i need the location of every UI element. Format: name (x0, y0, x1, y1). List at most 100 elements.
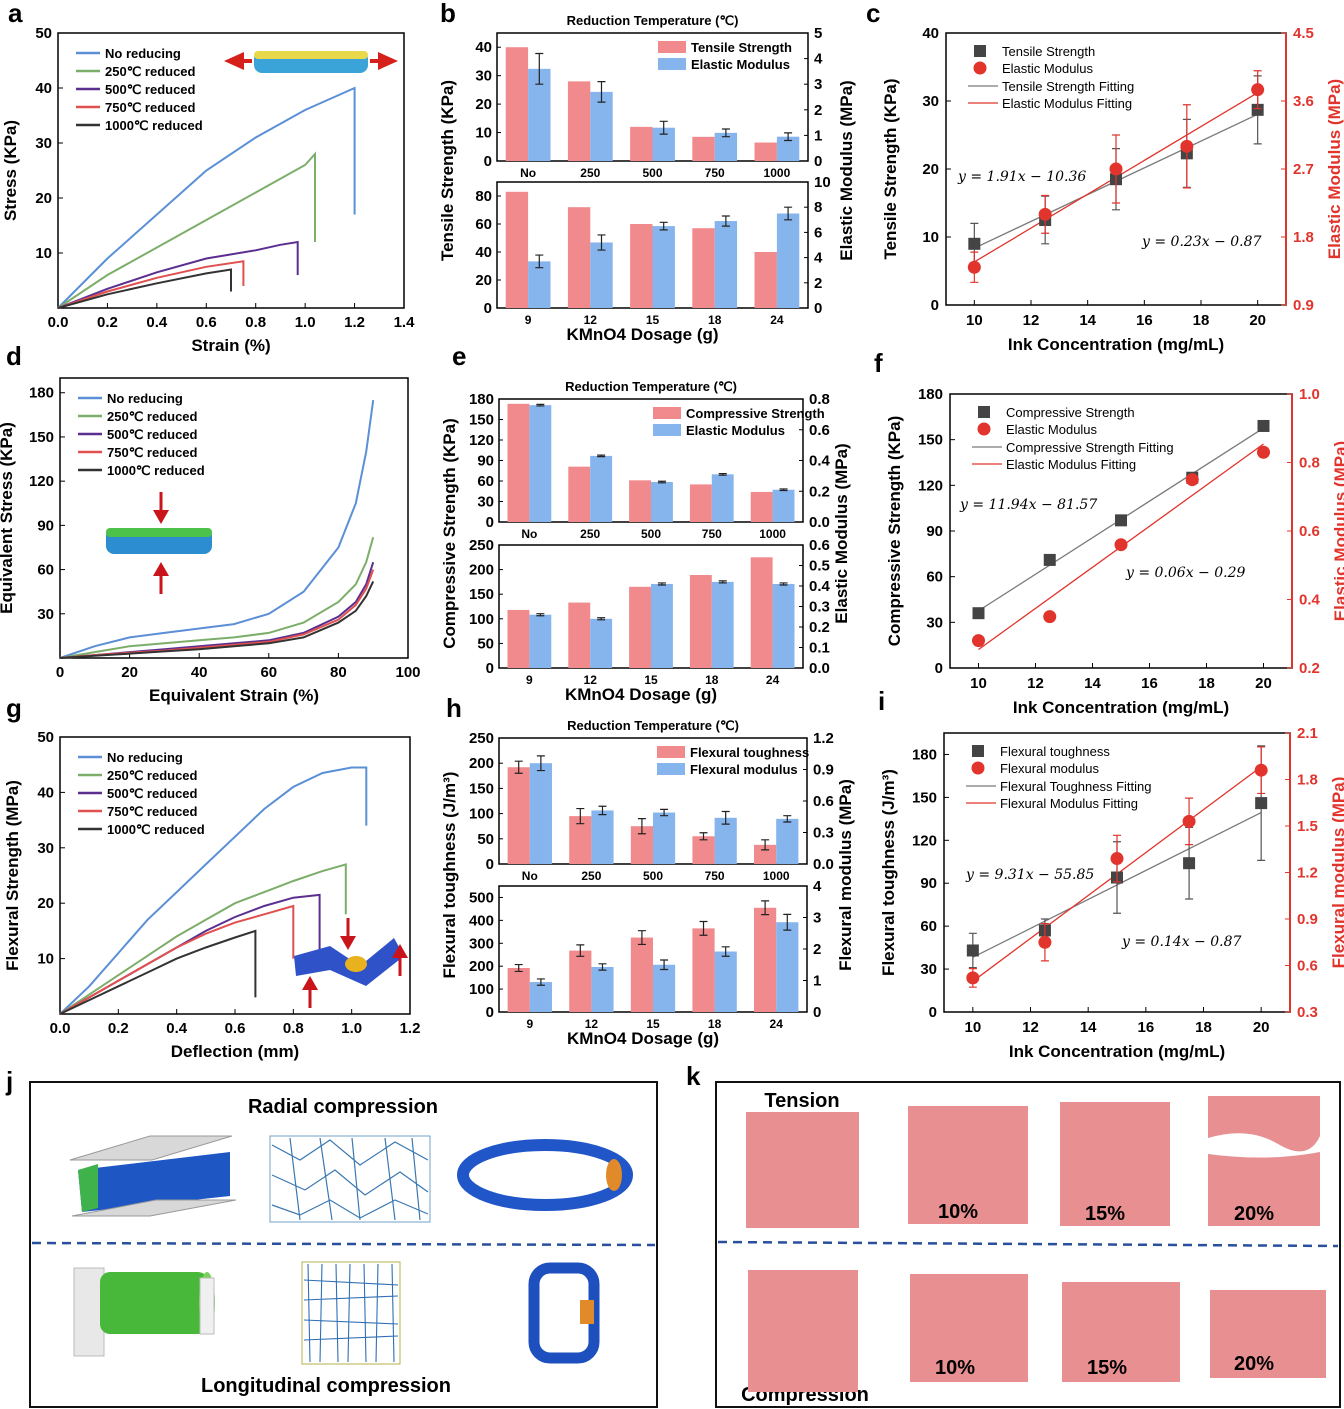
bar-right (776, 136, 800, 161)
y2-tick-label: 0.0 (809, 660, 830, 677)
y2-tick-label: 0.0 (813, 856, 834, 873)
data-point-circle (1038, 207, 1052, 221)
y-tick-label: 90 (37, 517, 54, 534)
x-axis-label: Ink Concentration (mg/mL) (1013, 698, 1229, 717)
y-tick-label: 60 (477, 473, 494, 490)
y2-tick-label: 1.8 (1297, 772, 1318, 789)
bar-left (507, 609, 530, 668)
bar-left (754, 844, 777, 864)
y-tick-label: 150 (469, 412, 494, 429)
data-point-square (1255, 797, 1268, 810)
bar-left (567, 81, 591, 161)
bend-stress-spot (345, 956, 367, 972)
error-bar (598, 963, 607, 971)
data-point-square (966, 944, 979, 957)
y2-tick-label: 4 (814, 250, 823, 267)
y2-tick-label: 1 (814, 127, 822, 144)
panel-i: i 10 12 14 16 18 20 0 30 60 90 120 150 180 0.3 0.6 0.9 1.… (878, 686, 1344, 1061)
y-tick-label: 180 (918, 386, 943, 403)
error-bar (718, 580, 727, 584)
bar-left (630, 224, 653, 308)
data-point-circle (1110, 852, 1124, 866)
y-tick-label: 20 (475, 272, 492, 289)
tension-sample (1060, 1102, 1170, 1226)
up-arrow-icon (392, 944, 408, 958)
x-tick-label: No (522, 869, 538, 883)
y2-tick-label: 4.5 (1293, 25, 1314, 42)
x-tick-label: 0.4 (166, 1020, 188, 1037)
error-bar (783, 815, 792, 823)
bar-left (692, 928, 715, 1012)
y-tick-label: 50 (35, 25, 52, 42)
x-tick-label: No (521, 527, 537, 541)
panel-label-j: j (5, 1066, 13, 1096)
x-tick-label: 18 (1195, 1019, 1212, 1036)
x-tick-label: 16 (1137, 1019, 1154, 1036)
legend-label: 500℃ reduced (107, 427, 198, 442)
error-bar (721, 810, 730, 825)
bar-right (528, 68, 551, 161)
y-tick-label: 10 (922, 229, 939, 246)
x-axis-label: Ink Concentration (mg/mL) (1009, 1042, 1225, 1061)
y-tick-label: 60 (37, 562, 54, 579)
legend-swatch (653, 407, 681, 419)
bar-left (692, 836, 715, 864)
y2-axis-label: Elastic Modulus (MPa) (1331, 441, 1344, 621)
y-tick-label: 30 (920, 961, 937, 978)
legend-label: 1000℃ reduced (105, 118, 203, 133)
panel-b: b Reduction Temperature (℃)01020304001234… (438, 0, 856, 344)
bar-left (629, 586, 651, 668)
panel-k: k Tension Compression 10% 15% 20%10% 15% 20% (686, 1061, 1341, 1408)
y-tick-label: 0 (486, 660, 494, 677)
y-tick-label: 50 (477, 831, 494, 848)
y-tick-label: 0 (484, 153, 492, 170)
bar-right (714, 132, 738, 161)
y-tick-label: 0 (486, 856, 494, 873)
tension-title: Tension (764, 1090, 839, 1112)
bar-left (505, 47, 529, 161)
bar-right (590, 618, 613, 668)
y-tick-label: 150 (469, 586, 494, 603)
y2-tick-label: 1.5 (1297, 818, 1318, 835)
panel-label-c: c (866, 0, 880, 28)
legend-swatch (658, 41, 686, 53)
legend-label: Elastic Modulus Fitting (1002, 96, 1132, 111)
tube-highlight (106, 528, 212, 537)
error-bar (514, 760, 523, 774)
x-tick-label: 1.0 (295, 314, 316, 331)
panel-c: c 10 12 14 16 18 20 0 10 20 30 40 0.9 1.8 2.7 3.6 4.5 Ink… (866, 0, 1344, 354)
bar-right (528, 261, 551, 308)
x-tick-label: 14 (1079, 312, 1096, 329)
y-tick-label: 60 (920, 918, 937, 935)
bar-left (568, 602, 591, 668)
y2-tick-label: 4 (814, 51, 823, 68)
y2-tick-label: 1.2 (1297, 865, 1318, 882)
error-bar (637, 818, 646, 835)
divider-dashed-j (31, 1241, 656, 1247)
y2-tick-label: 0.3 (809, 599, 830, 616)
y-axis-label: Flexural toughness (J/m³) (440, 772, 459, 979)
x-tick-label: 9 (526, 673, 533, 687)
legend-label: Compressive Strength (686, 406, 825, 421)
panel-j-frame (29, 1081, 658, 1408)
error-bar (699, 920, 708, 936)
y2-tick-label: 2.7 (1293, 161, 1314, 178)
data-point-circle (966, 971, 980, 985)
y2-tick-label: 0.8 (809, 391, 830, 408)
strain-label: 15% (1085, 1203, 1125, 1225)
y2-tick-label: 3.6 (1293, 93, 1314, 110)
y-tick-label: 40 (475, 39, 492, 56)
data-point-square (1257, 419, 1270, 432)
y-tick-label: 500 (469, 889, 494, 906)
up-arrow-icon (302, 976, 318, 990)
x-tick-label: 24 (766, 673, 780, 687)
y-tick-label: 180 (29, 385, 54, 402)
legend-label: 750℃ reduced (107, 445, 198, 460)
x-tick-label: 18 (1198, 675, 1215, 692)
y2-tick-label: 3 (814, 76, 822, 93)
radial-tube-illustration (69, 1135, 237, 1217)
y-tick-label: 250 (469, 537, 494, 554)
y-tick-label: 10 (35, 245, 52, 262)
legend-label: 250℃ reduced (105, 64, 196, 79)
